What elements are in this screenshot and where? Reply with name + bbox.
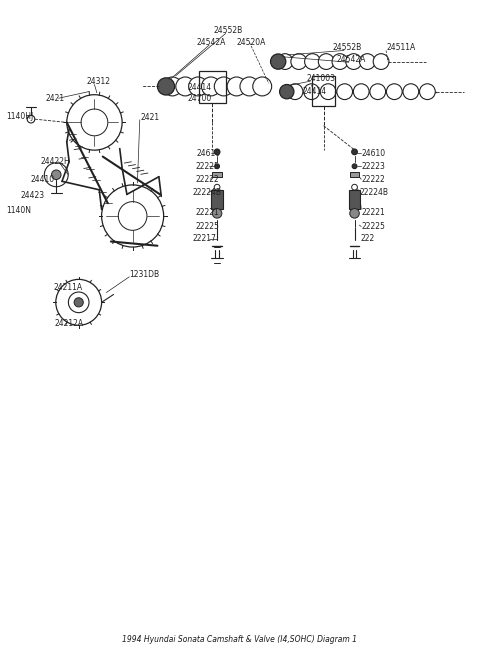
Bar: [312, 76, 336, 106]
Ellipse shape: [214, 149, 220, 155]
Ellipse shape: [352, 149, 358, 155]
Ellipse shape: [240, 77, 259, 96]
Text: 22225: 22225: [195, 162, 219, 171]
Text: 24410: 24410: [30, 175, 54, 184]
Ellipse shape: [202, 77, 220, 96]
Text: 22225: 22225: [362, 222, 385, 231]
Bar: [212, 172, 222, 177]
Text: 24423: 24423: [21, 191, 45, 200]
Text: 22221: 22221: [362, 208, 385, 217]
Bar: [199, 72, 226, 102]
Ellipse shape: [403, 84, 419, 100]
Bar: [350, 172, 360, 177]
Ellipse shape: [318, 54, 334, 70]
Text: 24422H: 24422H: [40, 157, 70, 166]
Ellipse shape: [373, 54, 389, 70]
Ellipse shape: [212, 208, 222, 218]
Text: 24414: 24414: [188, 83, 212, 91]
Text: 1140HJ: 1140HJ: [6, 112, 34, 121]
Text: 24610: 24610: [196, 148, 220, 158]
Ellipse shape: [51, 170, 61, 179]
Ellipse shape: [227, 77, 246, 96]
Text: 24542A: 24542A: [336, 55, 366, 64]
Text: 24511A: 24511A: [387, 43, 416, 53]
Text: 1231DB: 1231DB: [129, 270, 159, 279]
Text: 2421: 2421: [141, 113, 160, 122]
Ellipse shape: [304, 84, 320, 100]
Ellipse shape: [189, 77, 207, 96]
Text: 22224B: 22224B: [192, 188, 221, 197]
Ellipse shape: [370, 84, 385, 100]
Ellipse shape: [332, 54, 348, 70]
Text: 241003: 241003: [307, 74, 336, 83]
Bar: [211, 190, 223, 210]
Text: 22217: 22217: [192, 235, 216, 243]
Ellipse shape: [157, 78, 175, 95]
Ellipse shape: [291, 54, 307, 70]
Ellipse shape: [420, 84, 435, 100]
Ellipse shape: [337, 84, 352, 100]
Ellipse shape: [215, 164, 219, 169]
Ellipse shape: [346, 54, 361, 70]
Ellipse shape: [176, 77, 195, 96]
Text: 222: 222: [361, 235, 375, 243]
Text: 1140N: 1140N: [6, 206, 31, 215]
Text: 22222: 22222: [362, 175, 385, 184]
Ellipse shape: [277, 54, 293, 70]
Text: 24552B: 24552B: [214, 26, 243, 35]
Text: 24610: 24610: [362, 148, 386, 158]
Ellipse shape: [350, 208, 360, 218]
Text: 24520A: 24520A: [236, 38, 265, 47]
Ellipse shape: [163, 77, 182, 96]
Text: 24414: 24414: [303, 87, 327, 96]
Ellipse shape: [352, 164, 357, 169]
Ellipse shape: [253, 77, 272, 96]
Ellipse shape: [386, 84, 402, 100]
Ellipse shape: [74, 298, 84, 307]
Ellipse shape: [214, 77, 233, 96]
Ellipse shape: [360, 54, 375, 70]
Text: 22225: 22225: [195, 222, 219, 231]
Text: 22223: 22223: [362, 162, 385, 171]
Bar: [349, 190, 360, 210]
Text: 22224B: 22224B: [360, 188, 389, 197]
Ellipse shape: [271, 54, 286, 69]
Text: 2421: 2421: [46, 94, 65, 102]
Text: 24552B: 24552B: [332, 43, 361, 53]
Ellipse shape: [305, 54, 320, 70]
Text: 24212A: 24212A: [55, 319, 84, 328]
Ellipse shape: [280, 85, 294, 99]
Text: 22222: 22222: [195, 175, 219, 184]
Text: 24312: 24312: [86, 78, 110, 86]
Ellipse shape: [320, 84, 336, 100]
Text: 22221: 22221: [195, 208, 219, 217]
Text: 24542A: 24542A: [196, 38, 226, 47]
Ellipse shape: [353, 84, 369, 100]
Text: 1994 Hyundai Sonata Camshaft & Valve (I4,SOHC) Diagram 1: 1994 Hyundai Sonata Camshaft & Valve (I4…: [122, 635, 358, 644]
Text: 24700: 24700: [188, 95, 212, 103]
Text: 24211A: 24211A: [54, 283, 83, 292]
Ellipse shape: [287, 84, 303, 100]
